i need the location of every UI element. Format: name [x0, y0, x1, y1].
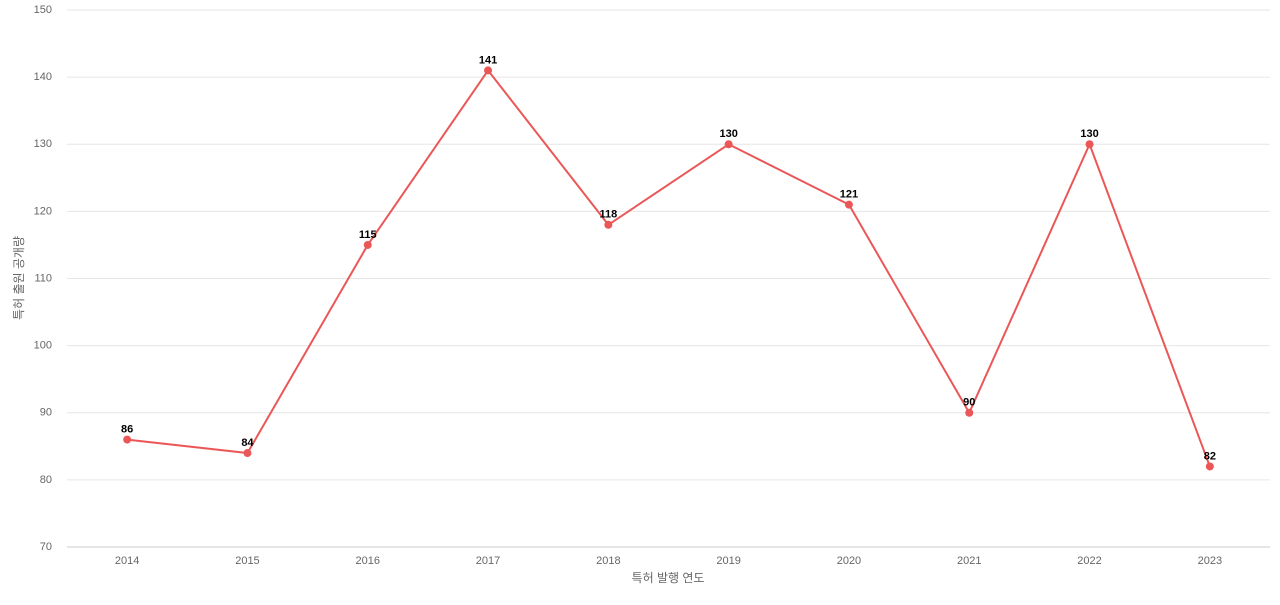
point — [965, 408, 974, 417]
value-label: 121 — [840, 189, 858, 201]
y-tick-label: 80 — [40, 474, 52, 486]
value-label: 118 — [599, 209, 617, 221]
y-tick-label: 140 — [34, 71, 52, 83]
value-label: 82 — [1204, 450, 1216, 462]
point — [123, 435, 132, 444]
y-tick-label: 130 — [34, 138, 52, 150]
value-label: 141 — [479, 54, 497, 66]
value-label: 84 — [241, 437, 254, 449]
y-tick-label: 120 — [34, 205, 52, 217]
point — [484, 66, 493, 75]
x-tick-label: 2018 — [596, 555, 620, 567]
point — [1205, 462, 1214, 471]
point — [724, 140, 733, 149]
x-tick-label: 2020 — [837, 555, 861, 567]
value-label: 130 — [719, 128, 737, 140]
point — [604, 220, 613, 229]
x-tick-label: 2019 — [716, 555, 740, 567]
point — [1085, 140, 1094, 149]
value-label: 130 — [1080, 128, 1098, 140]
value-label: 86 — [121, 424, 133, 436]
y-tick-label: 70 — [40, 541, 52, 553]
y-tick-label: 110 — [34, 272, 52, 284]
y-tick-label: 150 — [34, 4, 52, 16]
point — [844, 200, 853, 209]
x-tick-label: 2023 — [1198, 555, 1222, 567]
x-tick-label: 2014 — [115, 555, 139, 567]
point — [363, 240, 372, 249]
point — [243, 449, 252, 458]
value-label: 115 — [359, 229, 377, 241]
x-tick-label: 2017 — [476, 555, 500, 567]
x-tick-label: 2016 — [356, 555, 380, 567]
x-tick-label: 2022 — [1077, 555, 1101, 567]
x-tick-label: 2015 — [235, 555, 259, 567]
y-axis-label: 특허 출원 공개량 — [12, 236, 26, 320]
line — [127, 68, 1211, 467]
y-tick-label: 90 — [40, 407, 52, 419]
x-axis-label: 특허 발행 연도 — [632, 570, 705, 585]
x-tick-label: 2021 — [957, 555, 981, 567]
y-tick-label: 100 — [34, 340, 52, 352]
value-label: 90 — [963, 397, 975, 409]
